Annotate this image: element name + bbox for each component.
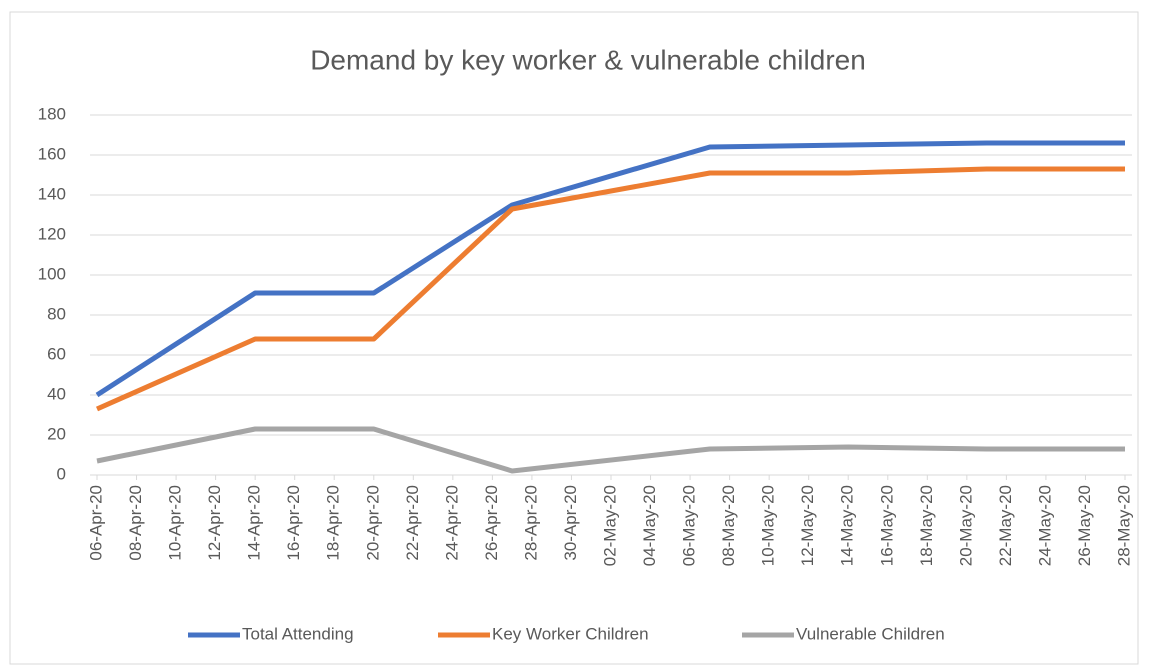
y-tick-label: 20 bbox=[47, 424, 66, 443]
x-tick-label: 14-Apr-20 bbox=[245, 485, 264, 561]
y-tick-label: 140 bbox=[38, 184, 66, 203]
y-tick-label: 180 bbox=[38, 104, 66, 123]
x-tick-label: 18-May-20 bbox=[917, 485, 936, 566]
y-tick-label: 40 bbox=[47, 384, 66, 403]
x-tick-label: 14-May-20 bbox=[838, 485, 857, 566]
legend-label: Key Worker Children bbox=[492, 624, 649, 643]
y-tick-label: 160 bbox=[38, 144, 66, 163]
y-tick-label: 80 bbox=[47, 304, 66, 323]
x-tick-label: 02-May-20 bbox=[600, 485, 619, 566]
y-tick-label: 60 bbox=[47, 344, 66, 363]
x-tick-label: 08-Apr-20 bbox=[126, 485, 145, 561]
chart-title: Demand by key worker & vulnerable childr… bbox=[310, 44, 866, 75]
x-tick-label: 12-May-20 bbox=[798, 485, 817, 566]
x-tick-label: 24-Apr-20 bbox=[442, 485, 461, 561]
x-tick-label: 28-Apr-20 bbox=[521, 485, 540, 561]
x-tick-label: 28-May-20 bbox=[1114, 485, 1133, 566]
x-tick-label: 26-Apr-20 bbox=[482, 485, 501, 561]
x-tick-label: 08-May-20 bbox=[719, 485, 738, 566]
series-line bbox=[96, 426, 1125, 474]
x-tick-label: 24-May-20 bbox=[1035, 485, 1054, 566]
series-line bbox=[95, 140, 1125, 398]
y-tick-label: 120 bbox=[38, 224, 66, 243]
x-tick-label: 16-Apr-20 bbox=[284, 485, 303, 561]
x-tick-label: 20-Apr-20 bbox=[363, 485, 382, 561]
y-tick-label: 100 bbox=[38, 264, 66, 283]
x-tick-label: 26-May-20 bbox=[1075, 485, 1094, 566]
x-tick-label: 22-May-20 bbox=[996, 485, 1015, 566]
chart-border bbox=[9, 11, 1139, 665]
x-tick-label: 10-Apr-20 bbox=[166, 485, 185, 561]
x-tick-label: 16-May-20 bbox=[877, 485, 896, 566]
legend-label: Total Attending bbox=[242, 624, 354, 643]
x-tick-label: 06-Apr-20 bbox=[86, 485, 105, 561]
x-tick-label: 10-May-20 bbox=[759, 485, 778, 566]
x-tick-label: 20-May-20 bbox=[956, 485, 975, 566]
x-tick-label: 06-May-20 bbox=[680, 485, 699, 566]
y-tick-label: 0 bbox=[57, 464, 66, 483]
x-tick-label: 22-Apr-20 bbox=[403, 485, 422, 561]
series-line bbox=[95, 166, 1125, 412]
x-tick-label: 30-Apr-20 bbox=[561, 485, 580, 561]
x-tick-label: 18-Apr-20 bbox=[324, 485, 343, 561]
x-tick-label: 04-May-20 bbox=[640, 485, 659, 566]
legend-label: Vulnerable Children bbox=[796, 624, 945, 643]
x-tick-label: 12-Apr-20 bbox=[205, 485, 224, 561]
